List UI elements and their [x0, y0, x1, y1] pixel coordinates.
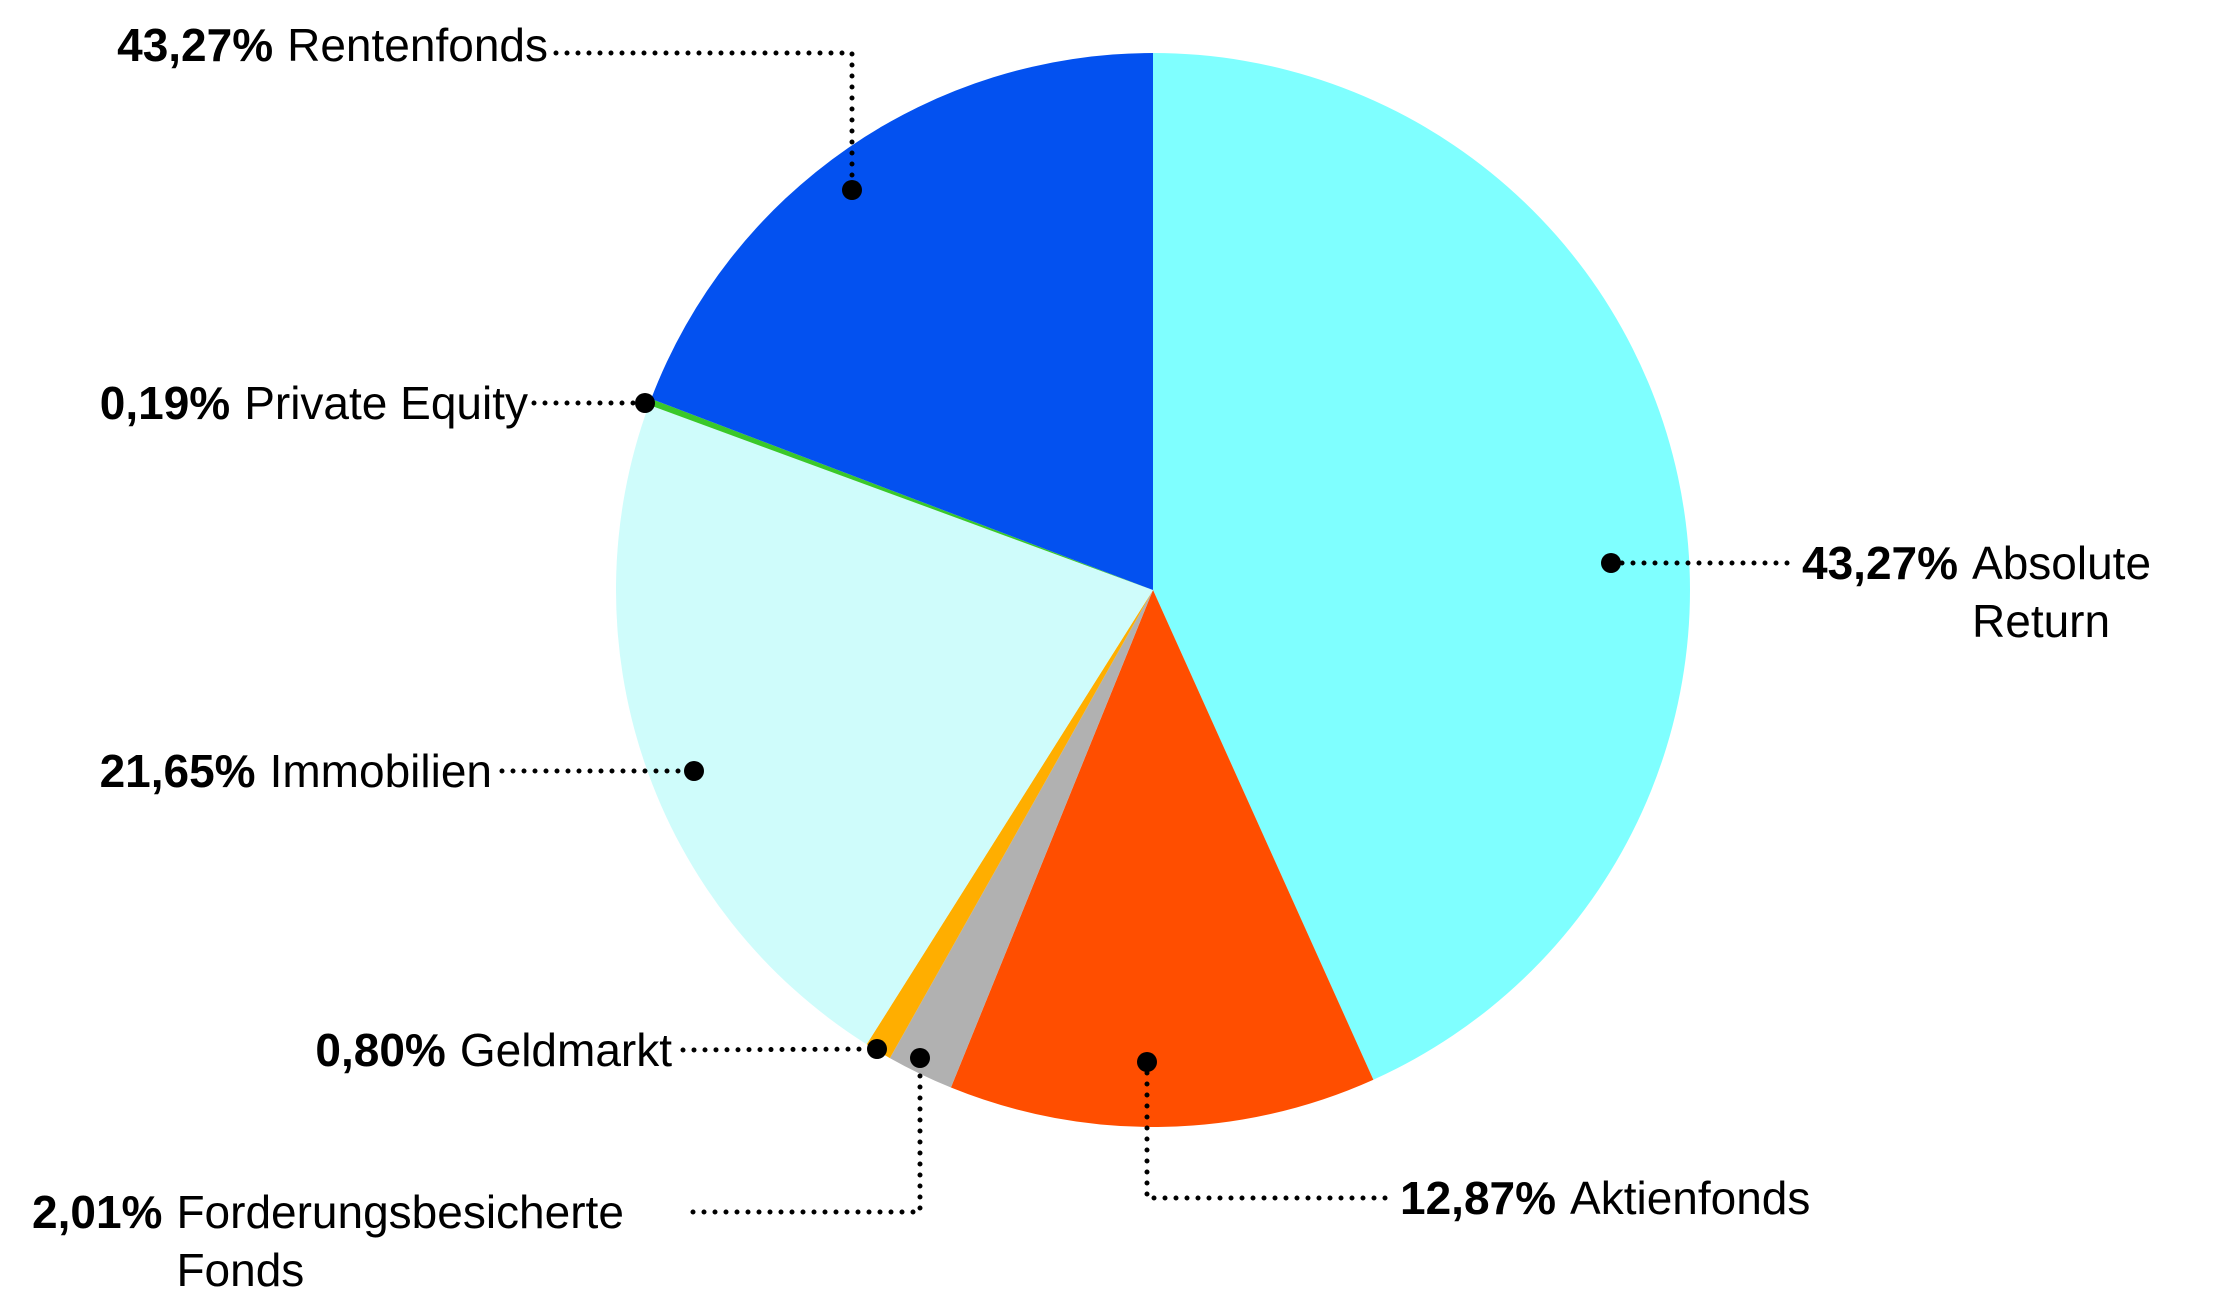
callout-label-forderungsbesicherte-fonds: 2,01% Forderungsbesicherte Fonds: [32, 1183, 676, 1292]
slice-name: Aktienfonds: [1570, 1172, 1811, 1224]
callout-label-geldmarkt: 0,80% Geldmarkt: [315, 1021, 672, 1079]
leader-line-rentenfonds: [553, 50, 855, 193]
callout-dot-aktienfonds: [1137, 1052, 1157, 1072]
pie-slice-private-equity: [648, 398, 1153, 590]
slice-name: Absolute Return: [1972, 537, 2152, 647]
pie-slice-geldmarkt: [866, 590, 1153, 1059]
callout-dot-absolute-return: [1601, 553, 1621, 573]
callout-dot-rentenfonds: [842, 180, 862, 200]
callout-dot-private-equity: [635, 393, 655, 413]
callout-dot-geldmarkt: [867, 1039, 887, 1059]
leader-line-geldmarkt: [680, 1046, 880, 1053]
slice-percent: 0,19%: [99, 377, 231, 429]
callout-dot-forderungsbesicherte-fonds: [910, 1048, 930, 1068]
callout-label-rentenfonds: 43,27% Rentenfonds: [117, 16, 548, 74]
slice-percent: 2,01%: [32, 1186, 163, 1238]
pie-slice-aktienfonds: [950, 590, 1374, 1127]
slice-percent: 12,87%: [1400, 1172, 1557, 1224]
callout-label-immobilien: 21,65% Immobilien: [100, 742, 492, 800]
leader-line-forderungsbesicherte-fonds: [690, 1055, 923, 1215]
pie-slice-rentenfonds: [651, 53, 1153, 590]
slice-name: Private Equity: [244, 377, 528, 429]
slice-percent: 43,27%: [117, 19, 274, 71]
callout-label-absolute-return: 43,27% Absolute Return: [1802, 534, 2177, 650]
slice-percent: 21,65%: [99, 745, 256, 797]
pie-slice-immobilien: [616, 404, 1153, 1045]
pie-slice-absolute-return: [1153, 53, 1690, 1080]
pie-slice-forderungsbesicherte-fonds: [889, 590, 1153, 1088]
callout-label-aktienfonds: 12,87% Aktienfonds: [1400, 1169, 1810, 1227]
callout-dot-immobilien: [684, 761, 704, 781]
slice-percent: 43,27%: [1802, 537, 1959, 589]
slice-percent: 0,80%: [315, 1024, 446, 1076]
slice-name: Geldmarkt: [459, 1024, 672, 1076]
slice-name: Forderungsbesicherte Fonds: [176, 1186, 624, 1292]
leader-line-aktienfonds: [1144, 1059, 1388, 1201]
callout-label-private-equity: 0,19% Private Equity: [100, 374, 528, 432]
slice-name: Rentenfonds: [287, 19, 548, 71]
slice-name: Immobilien: [269, 745, 492, 797]
